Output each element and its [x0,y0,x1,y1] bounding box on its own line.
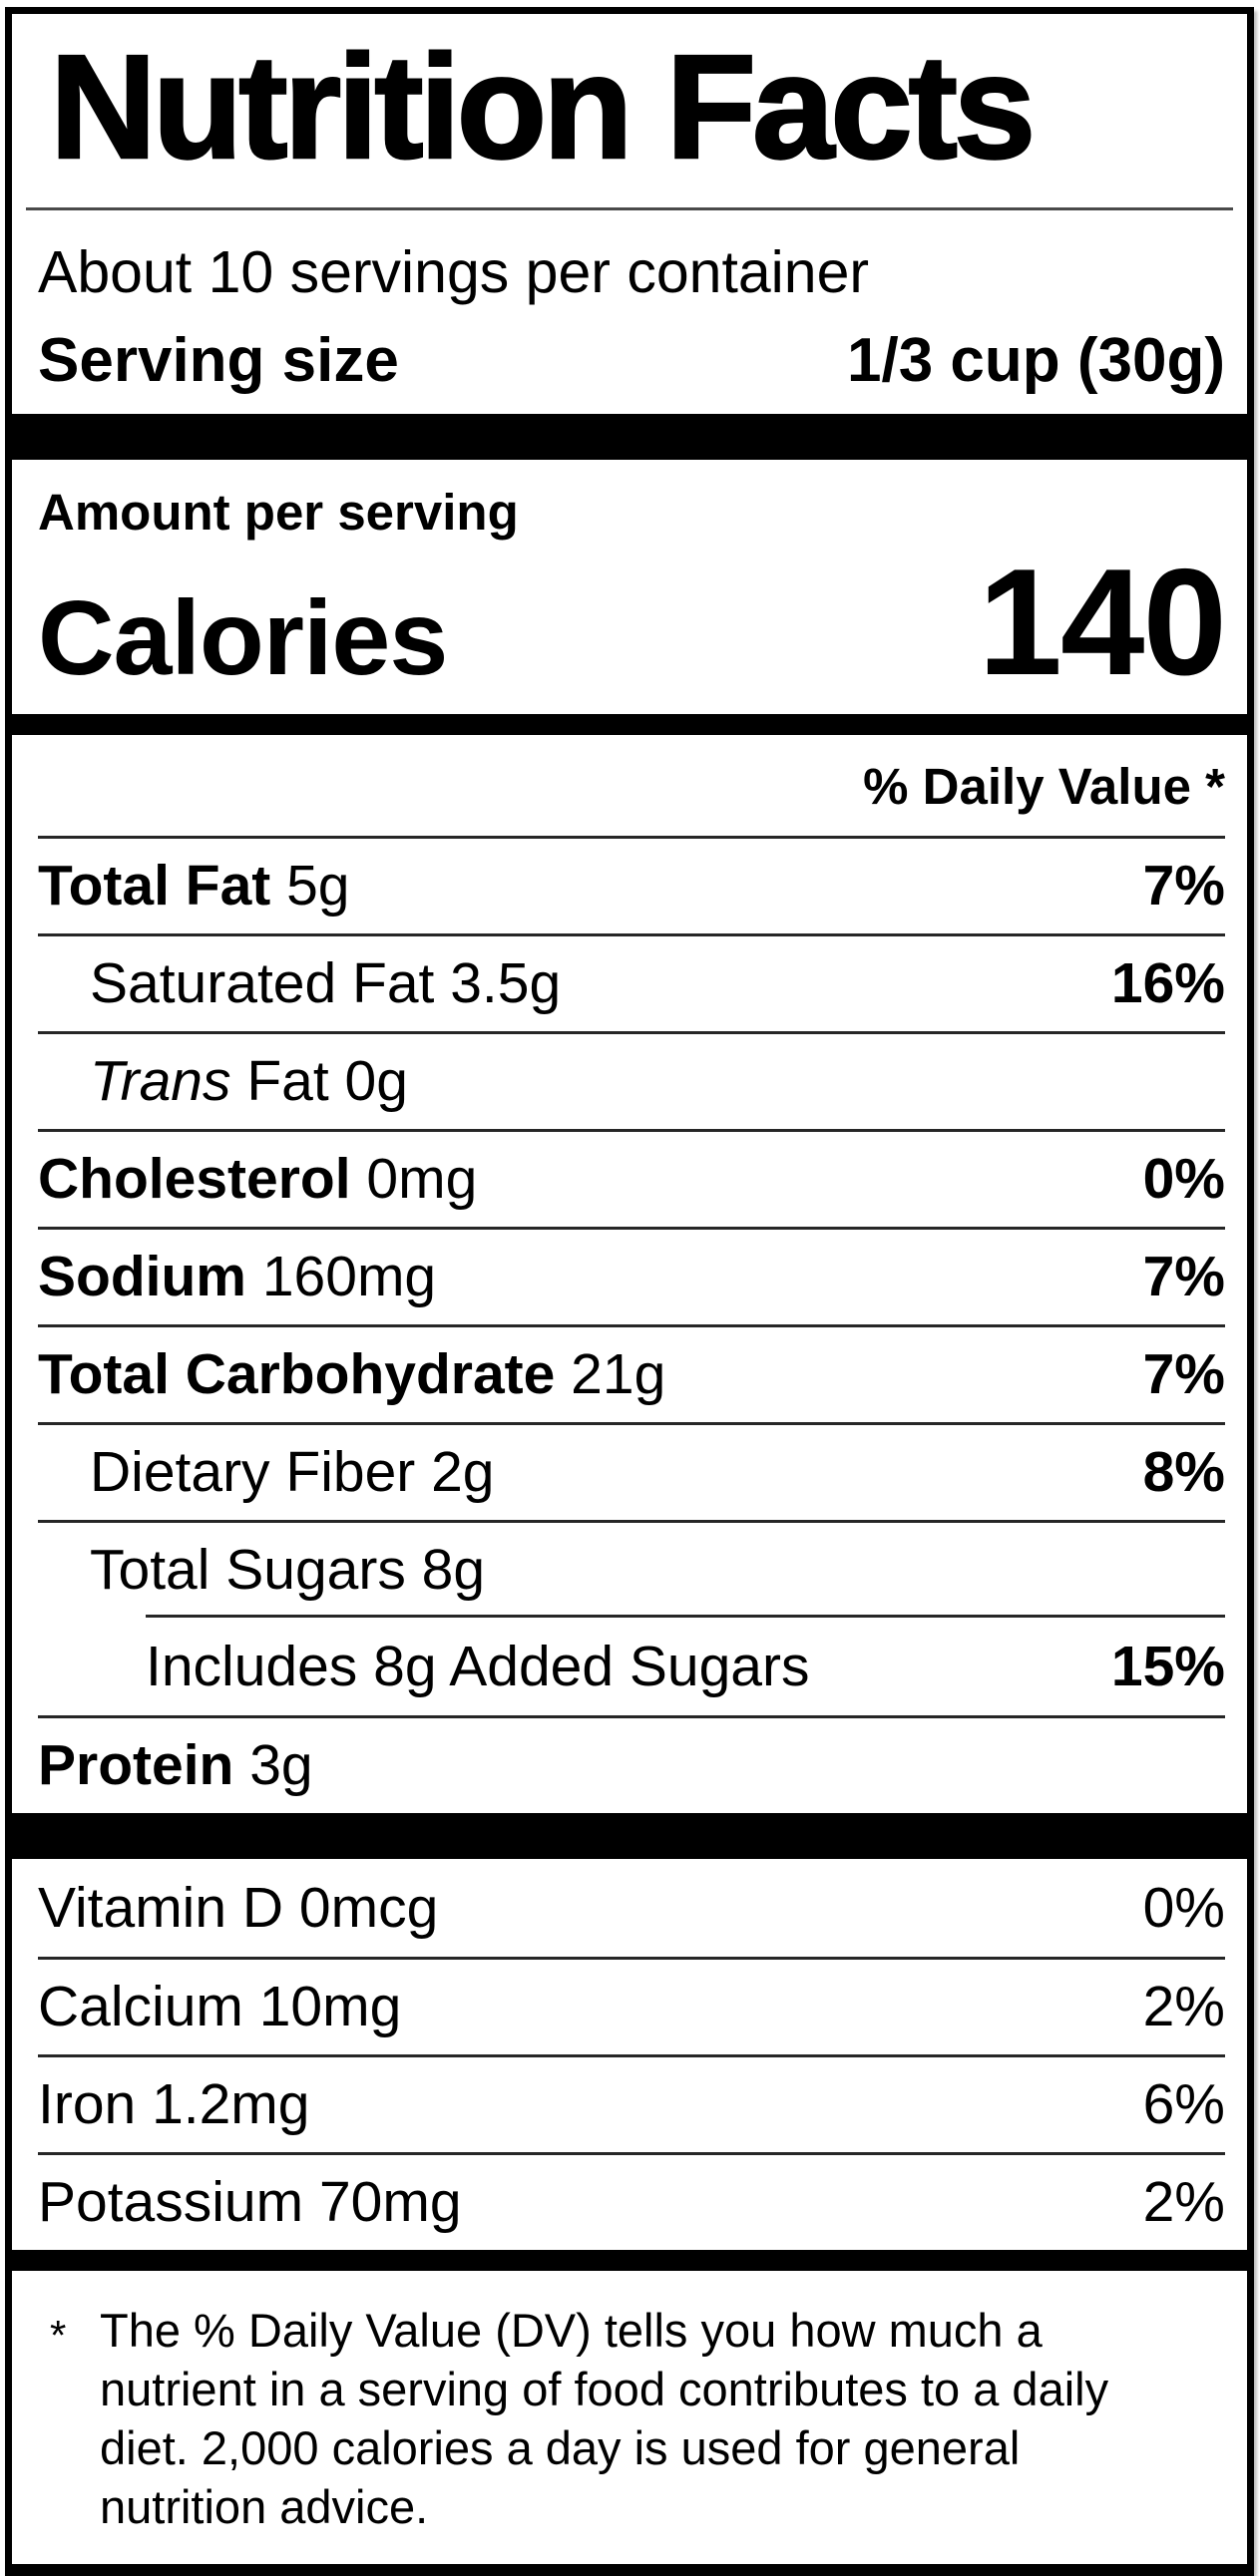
nutrient-name-group: Protein 3g [38,1732,313,1798]
nutrient-row: Cholesterol 0mg 0% [38,1128,1225,1227]
separator-bar-thick [12,1812,1247,1859]
nutrient-name: Sodium [38,1245,246,1309]
calories-section: Amount per serving Calories 140 [12,460,1247,714]
separator-bar-medium [12,2249,1247,2271]
nutrient-daily-value: 7% [1142,1245,1225,1309]
servings-per-container: About 10 servings per container [38,238,870,305]
vitamin-daily-value: 2% [1142,1975,1225,2039]
vitamin-row: Potassium 70mg 2% [38,2151,1225,2250]
footnote-text: The % Daily Value (DV) tells you how muc… [100,2303,1109,2533]
calories-row: Calories 140 [38,537,1227,707]
nutrient-name-group: Trans Fat 0g [90,1048,408,1114]
nutrient-daily-value: 7% [1142,854,1225,919]
nutrient-name-suffix: Fat [230,1049,329,1114]
nutrient-daily-value: 8% [1142,1440,1225,1505]
separator-bar-thick [12,413,1247,460]
nutrient-row: Total Carbohydrate 21g 7% [38,1323,1225,1422]
serving-size-value: 1/3 cup (30g) [847,325,1225,395]
vitamin-name: Iron [38,2072,137,2137]
footnote: * The % Daily Value (DV) tells you how m… [12,2271,1247,2564]
vitamin-name-group: Potassium 70mg [38,2169,462,2235]
vitamin-name-group: Calcium 10mg [38,1974,401,2039]
vitamin-amount: 1.2mg [136,2072,310,2137]
nutrient-name-group: Total Sugars 8g [90,1537,485,1603]
vitamin-name: Calcium [38,1975,243,2039]
nutrient-name: Total Carbohydrate [38,1342,556,1407]
vitamin-daily-value: 6% [1142,2072,1225,2137]
vitamin-name: Vitamin D [38,1875,284,1940]
nutrition-facts-label: Nutrition Facts About 10 servings per co… [5,7,1254,2576]
nutrient-name: Includes 8g Added Sugars [146,1634,810,1698]
nutrient-name: Total Fat [38,854,271,919]
nutrient-row: Trans Fat 0g [38,1030,1225,1129]
nutrient-name: Saturated Fat [90,951,435,1016]
serving-size-label: Serving size [38,325,399,395]
title-divider [26,206,1233,210]
nutrient-amount: 0g [328,1049,408,1114]
nutrient-name-group: Cholesterol 0mg [38,1146,477,1212]
vitamin-amount: 0mcg [283,1875,439,1940]
nutrient-amount: 0mg [350,1147,478,1212]
calories-value: 140 [978,537,1227,707]
nutrient-name: Total Sugars [90,1538,406,1603]
nutrient-name-group: Total Fat 5g [38,853,350,919]
vitamin-amount: 10mg [242,1975,402,2039]
nutrient-name-group: Includes 8g Added Sugars [146,1634,810,1699]
nutrient-amount: 8g [405,1538,486,1603]
vitamin-row: Iron 1.2mg 6% [38,2053,1225,2152]
nutrient-name-group: Sodium 160mg [38,1244,436,1309]
nutrient-name: Protein [38,1733,234,1798]
serving-size-row: Serving size 1/3 cup (30g) [38,318,1225,404]
separator-bar-medium [12,713,1247,735]
nutrient-row: Includes 8g Added Sugars 15% [38,1614,1225,1715]
vitamin-amount: 70mg [303,2170,462,2235]
nutrient-rows: Total Fat 5g 7% Saturated Fat 3.5g 16% T… [12,835,1247,1813]
nutrient-amount: 2g [415,1440,495,1505]
nutrient-row: Protein 3g [38,1714,1225,1813]
nutrient-row: Total Fat 5g 7% [38,835,1225,933]
nutrient-name: Cholesterol [38,1147,351,1212]
amount-per-serving-label: Amount per serving [38,483,519,541]
footnote-asterisk: * [50,2311,67,2359]
vitamin-name-group: Vitamin D 0mcg [38,1875,438,1941]
vitamin-daily-value: 0% [1142,1875,1225,1940]
nutrient-amount: 3g [233,1733,313,1798]
nutrient-name: Trans [90,1049,231,1114]
nutrient-daily-value: 16% [1110,951,1225,1016]
nutrient-row: Sodium 160mg 7% [38,1226,1225,1324]
nutrient-row: Total Sugars 8g [38,1519,1225,1618]
nutrient-name-group: Total Carbohydrate 21g [38,1341,665,1407]
serving-section: About 10 servings per container Serving … [12,210,1247,414]
nutrient-name-group: Dietary Fiber 2g [90,1439,495,1505]
nutrient-amount: 5g [270,854,350,919]
nutrient-daily-value: 15% [1110,1634,1225,1698]
label-title: Nutrition Facts [49,25,1038,189]
nutrient-row: Dietary Fiber 2g 8% [38,1421,1225,1520]
vitamin-row: Vitamin D 0mcg 0% [38,1859,1225,1957]
vitamin-name-group: Iron 1.2mg [38,2071,310,2137]
vitamin-daily-value: 2% [1142,2170,1225,2235]
vitamin-row: Calcium 10mg 2% [38,1956,1225,2054]
nutrient-daily-value: 0% [1142,1147,1225,1212]
nutrient-row: Saturated Fat 3.5g 16% [38,932,1225,1031]
vitamin-rows: Vitamin D 0mcg 0% Calcium 10mg 2% Iron 1… [12,1859,1247,2250]
nutrient-daily-value: 7% [1142,1342,1225,1407]
nutrient-amount: 21g [555,1342,666,1407]
nutrient-name-group: Saturated Fat 3.5g [90,950,561,1016]
nutrient-name: Dietary Fiber [90,1440,416,1505]
nutrient-amount: 160mg [246,1245,437,1309]
daily-value-header: % Daily Value * [863,757,1225,815]
calories-label: Calories [38,578,448,697]
nutrient-amount: 3.5g [434,951,562,1016]
vitamin-name: Potassium [38,2170,304,2235]
